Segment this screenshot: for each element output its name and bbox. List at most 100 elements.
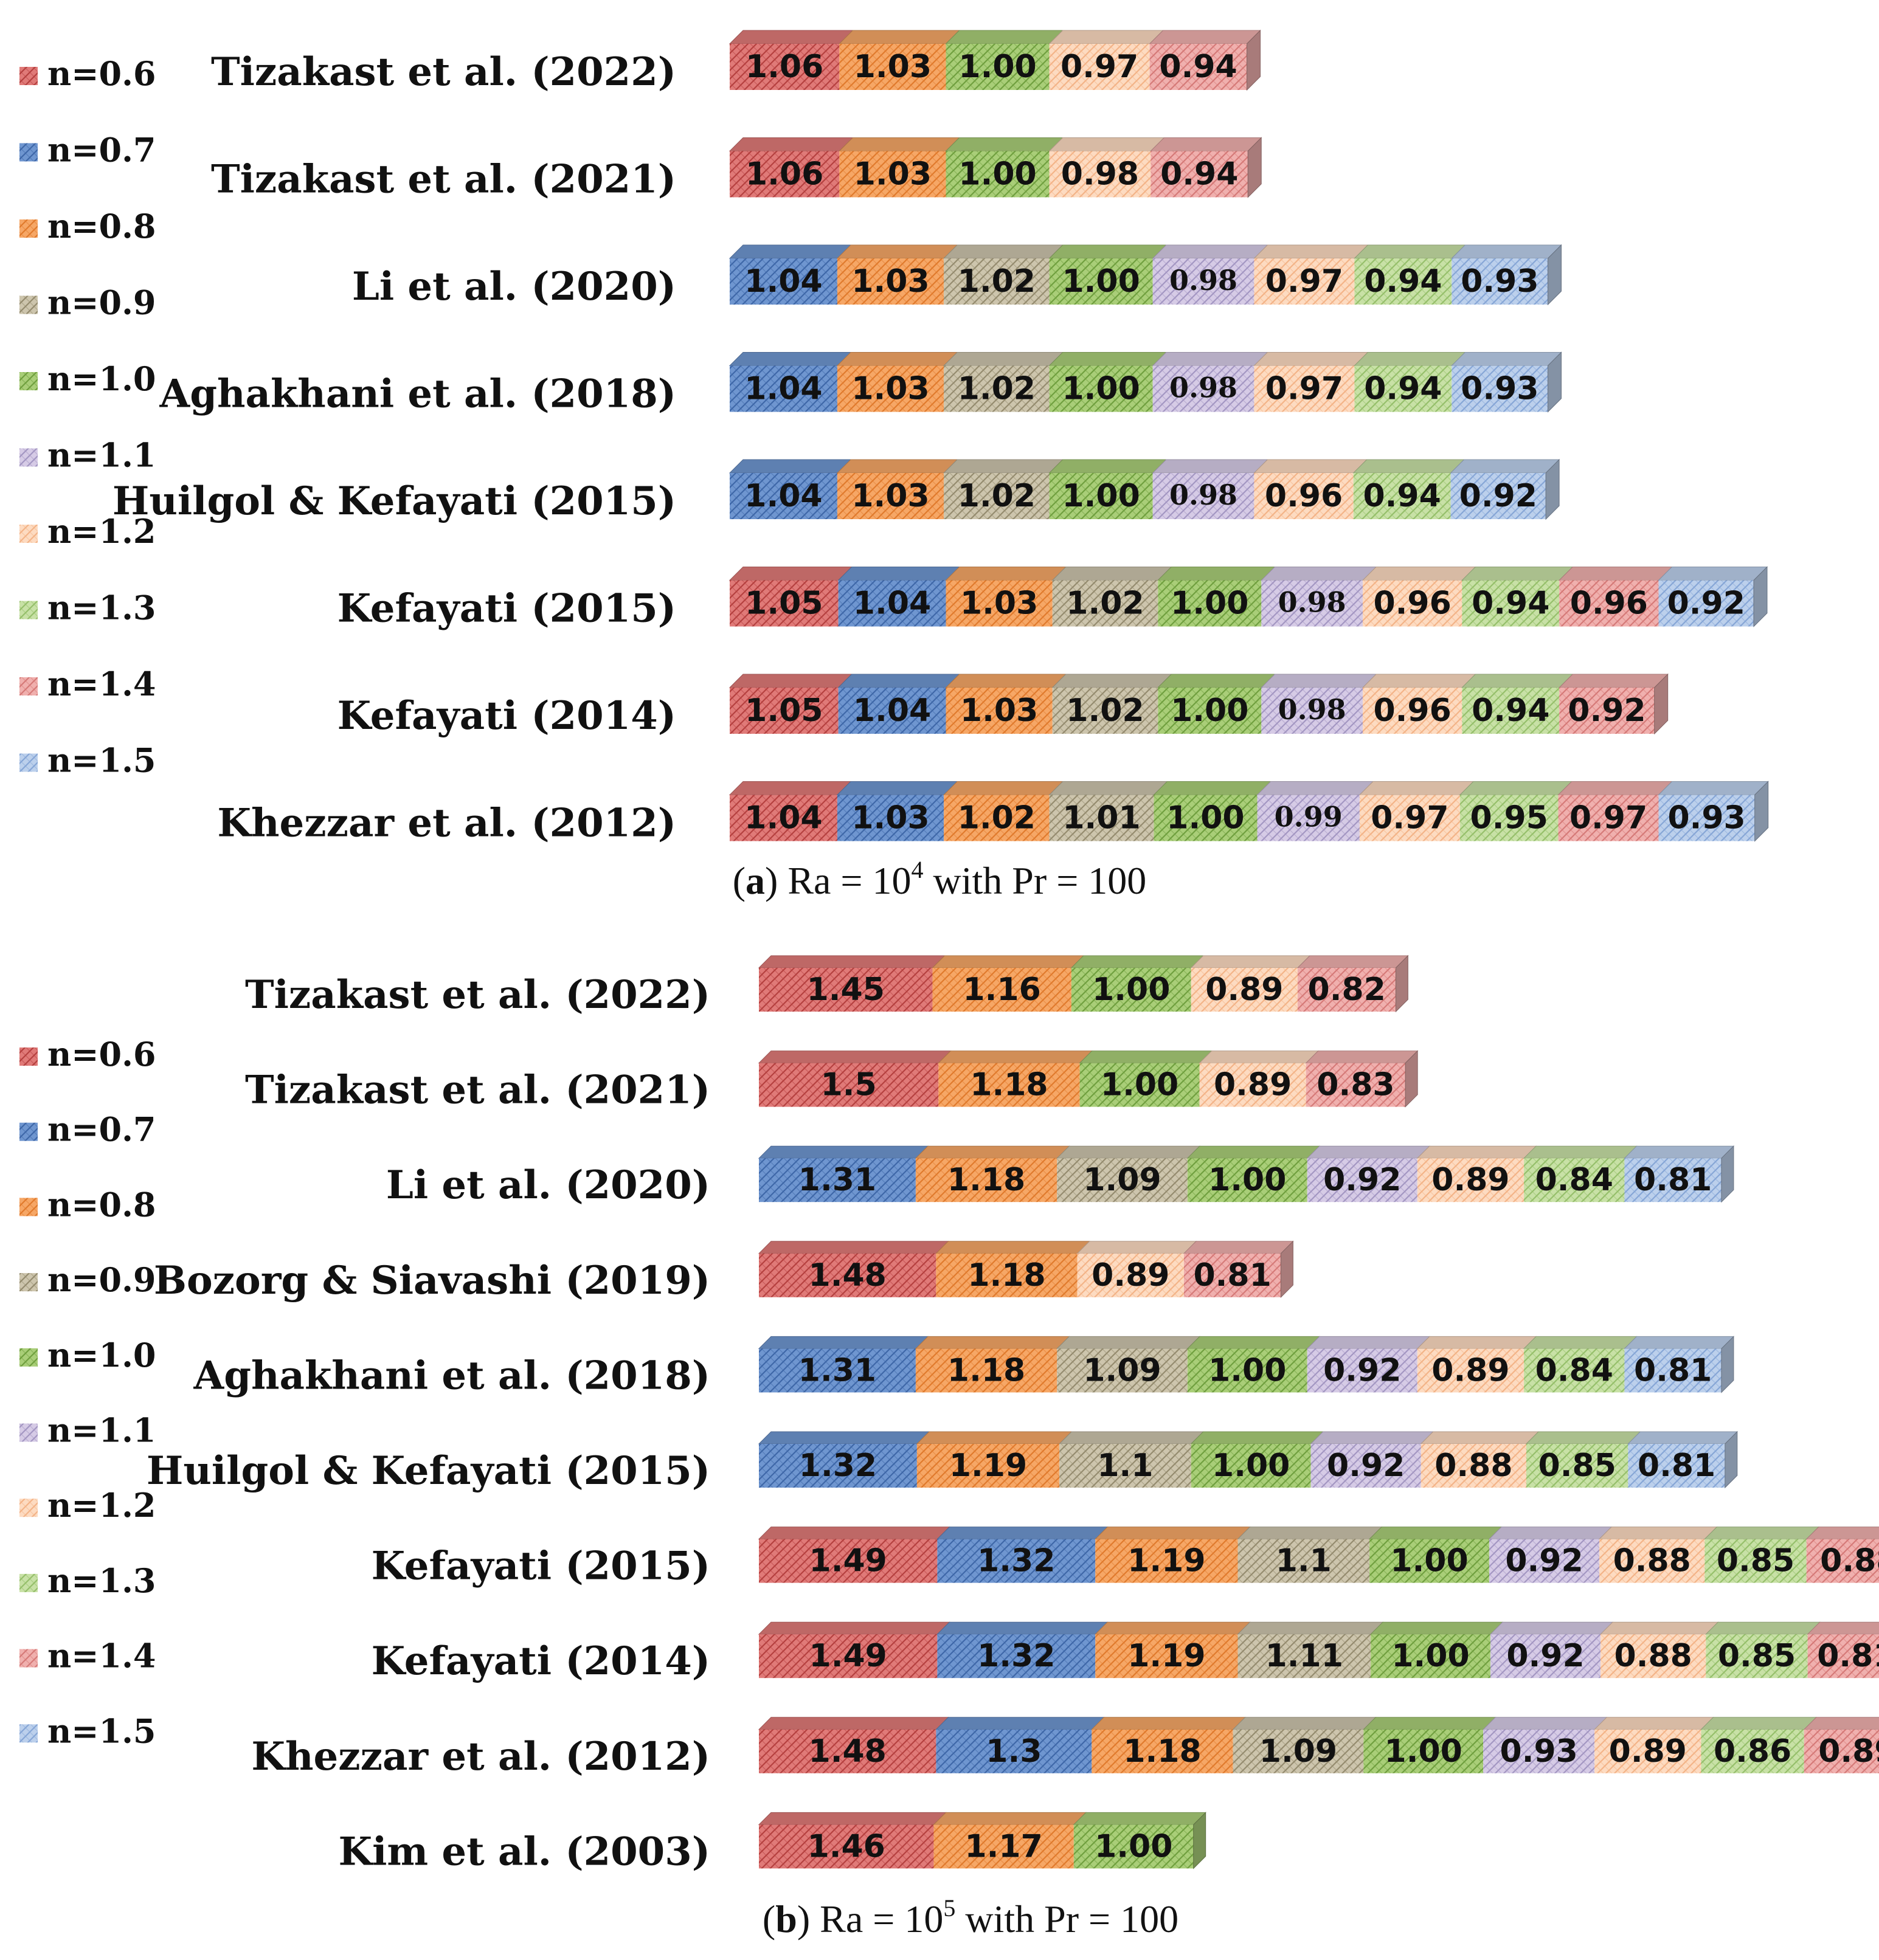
bar-value-label: 1.03 (851, 478, 929, 514)
bar-front-face (1057, 1348, 1188, 1393)
bar-front-face (1594, 1729, 1701, 1773)
legend: n=0.6 n=0.7 n=0.8 n=0.9 n=1.0 n=1.1 n=1.2 n=1.3… (19, 54, 156, 780)
bar-top-face (1451, 244, 1562, 259)
bar-segment: 1.49 (758, 1621, 950, 1679)
bar-segment: 0.88 (1420, 1431, 1540, 1488)
bar-front-face (1806, 1539, 1879, 1583)
bar-top-face (1152, 244, 1268, 259)
bar-top-face (1183, 1241, 1294, 1254)
bar-segment: 0.94 (1461, 674, 1574, 734)
bar-value-label: 0.93 (1461, 371, 1538, 407)
bar-value-label: 1.06 (746, 156, 823, 193)
bar-segment: 1.1 (1237, 1527, 1383, 1583)
bar-top-face (758, 1717, 949, 1730)
bar-front-face (936, 1253, 1078, 1297)
bar-segment: 0.92 (1488, 1527, 1613, 1583)
bar-front-face (1624, 1348, 1722, 1393)
panel-caption: (a) Ra = 104 with Pr = 100 (733, 856, 1147, 902)
bar-top-face (1048, 352, 1167, 366)
bar-front-face (1297, 968, 1396, 1012)
bar-top-face (836, 781, 958, 795)
legend-label: n=1.5 (47, 741, 156, 780)
bar-segment: 1.00 (1073, 1812, 1206, 1869)
bar-front-face (916, 1444, 1060, 1488)
bar-value-label: 1.00 (1208, 1352, 1286, 1389)
legend-label: n=0.6 (47, 54, 156, 93)
bar-top-face (943, 459, 1064, 474)
bar-row: Kefayati (2014) 1.49 1.32 1.19 1.11 1.00 0.92 0… (372, 1621, 1879, 1684)
bar-front-face (1187, 1158, 1307, 1203)
bar-segment: 0.81 (1624, 1145, 1735, 1203)
legend-label: n=0.8 (47, 1185, 156, 1224)
bar-value-label: 0.94 (1159, 49, 1237, 85)
bar-top-face (1306, 1336, 1431, 1349)
legend-swatch (19, 1198, 38, 1216)
bar-front-face (1257, 795, 1360, 841)
bar-front-face (730, 473, 837, 519)
legend-label: n=0.6 (47, 1035, 156, 1074)
bar-segment: 1.00 (945, 30, 1064, 90)
bar-value-label: 1.06 (746, 49, 823, 85)
bar-value-label: 1.02 (958, 371, 1036, 407)
bar-value-label: 0.83 (1317, 1067, 1394, 1103)
bar-top-face (1048, 137, 1165, 151)
bar-top-face (1070, 955, 1204, 968)
legend-swatch (19, 677, 38, 695)
bar-top-face (1186, 1336, 1320, 1349)
bar-front-face (1306, 1063, 1406, 1107)
bar-front-face (1152, 473, 1254, 519)
bar-value-label: 1.00 (1092, 971, 1170, 1008)
bar-front-face (1052, 580, 1158, 627)
bar-value-label: 0.94 (1363, 478, 1441, 514)
bar-top-face (1558, 567, 1673, 581)
bar-value-label: 1.04 (853, 585, 931, 622)
bar-front-face (1052, 688, 1158, 734)
bar-value-label: 1.18 (967, 1257, 1045, 1294)
bar-value-label: 1.04 (744, 478, 822, 514)
bar-front-face (1073, 1824, 1194, 1869)
bar-segment: 1.48 (758, 1717, 949, 1773)
bar-front-face (1417, 1348, 1524, 1393)
bar-value-label: 1.00 (1208, 1162, 1286, 1198)
bar-segment: 1.00 (1070, 955, 1204, 1012)
bar-top-face (945, 30, 1064, 44)
bar-top-face (1253, 244, 1369, 259)
bar-segment: 0.98 (1152, 352, 1268, 412)
legend-item: n=0.6 (19, 1035, 156, 1074)
bar-front-face (1354, 365, 1452, 412)
bar-value-label: 0.98 (1169, 371, 1237, 404)
bar-front-face (1237, 1634, 1371, 1679)
bar-segment: 0.96 (1253, 459, 1368, 519)
bar-value-label: 0.84 (1535, 1162, 1613, 1198)
bar-value-label: 0.98 (1061, 156, 1139, 193)
bar-segment: 0.89 (1199, 1051, 1319, 1107)
bar-front-face (1490, 1634, 1601, 1679)
bar-top-face (1805, 1527, 1879, 1540)
bar-front-face (1049, 365, 1153, 412)
bar-front-face (1183, 1253, 1281, 1297)
bar-segment: 1.04 (728, 352, 852, 412)
bar-segment: 1.00 (1079, 1051, 1213, 1107)
bar-front-face (915, 1348, 1057, 1393)
bar-value-label: 1.3 (986, 1733, 1042, 1770)
bar-top-face (728, 30, 854, 44)
bar-segment: 1.05 (728, 567, 853, 627)
bar-front-face (1462, 688, 1560, 734)
bar-value-label: 0.92 (1568, 692, 1645, 729)
bar-top-face (943, 352, 1064, 366)
bar-row: Huilgol & Kefayati (2015) 1.32 1.19 1.1 1.00… (147, 1430, 1739, 1494)
bar-segment: 1.09 (1232, 1717, 1377, 1773)
bar-top-face (1056, 1336, 1201, 1349)
bar-top-face (1354, 244, 1466, 259)
legend-swatch (19, 601, 38, 619)
bar-front-face (1624, 1158, 1722, 1203)
bar-top-face (1253, 352, 1369, 366)
panel-b: n=0.6 n=0.7 n=0.8 n=0.9 n=1.0 n=1.1 n=1.2 n=1.3… (19, 954, 1879, 1941)
bar-front-face (759, 1063, 939, 1107)
legend-item: n=1.4 (19, 664, 156, 703)
bar-front-face (759, 1729, 936, 1773)
bar-front-face (1363, 1729, 1484, 1773)
bar-segment: 0.92 (1658, 567, 1768, 627)
bar-segment: 1.03 (945, 567, 1067, 627)
bar-segment: 0.89 (1076, 1241, 1197, 1297)
